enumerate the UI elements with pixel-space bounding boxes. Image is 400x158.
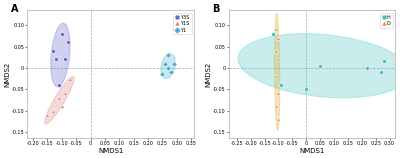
Point — [272, 49, 279, 52]
Point — [50, 109, 56, 112]
Point — [64, 41, 71, 43]
Point — [56, 84, 62, 86]
Point — [59, 105, 65, 107]
Point — [272, 28, 279, 31]
Point — [171, 62, 177, 65]
Point — [59, 32, 65, 35]
Y-axis label: NMDS2: NMDS2 — [205, 62, 211, 87]
Point — [272, 75, 279, 78]
Point — [275, 37, 282, 39]
X-axis label: NMDS1: NMDS1 — [98, 148, 123, 154]
Point — [272, 105, 279, 107]
Point — [162, 62, 168, 65]
Point — [317, 64, 323, 67]
Point — [381, 60, 387, 63]
Point — [278, 84, 284, 86]
Ellipse shape — [274, 13, 280, 130]
Ellipse shape — [161, 54, 176, 79]
Point — [159, 73, 166, 76]
Point — [270, 32, 276, 35]
Point — [275, 58, 282, 61]
Point — [50, 49, 56, 52]
Point — [168, 71, 174, 73]
Point — [165, 54, 171, 56]
Point — [275, 118, 282, 120]
Point — [44, 113, 51, 116]
Point — [53, 58, 59, 61]
Legend: Y3S, Y1S, Y1: Y3S, Y1S, Y1 — [173, 13, 192, 34]
Ellipse shape — [238, 34, 400, 98]
Point — [165, 67, 171, 69]
X-axis label: NMDS1: NMDS1 — [299, 148, 324, 154]
Point — [67, 77, 74, 80]
Ellipse shape — [45, 76, 74, 124]
Point — [364, 67, 370, 69]
Y-axis label: NMDS2: NMDS2 — [4, 62, 10, 87]
Point — [303, 88, 310, 90]
Legend: H, D: H, D — [380, 13, 393, 28]
Text: B: B — [212, 4, 219, 14]
Point — [378, 71, 384, 73]
Point — [272, 49, 279, 52]
Point — [62, 58, 68, 61]
Text: A: A — [11, 4, 18, 14]
Point — [62, 92, 68, 95]
Point — [275, 92, 282, 95]
Ellipse shape — [51, 23, 70, 87]
Point — [56, 96, 62, 99]
